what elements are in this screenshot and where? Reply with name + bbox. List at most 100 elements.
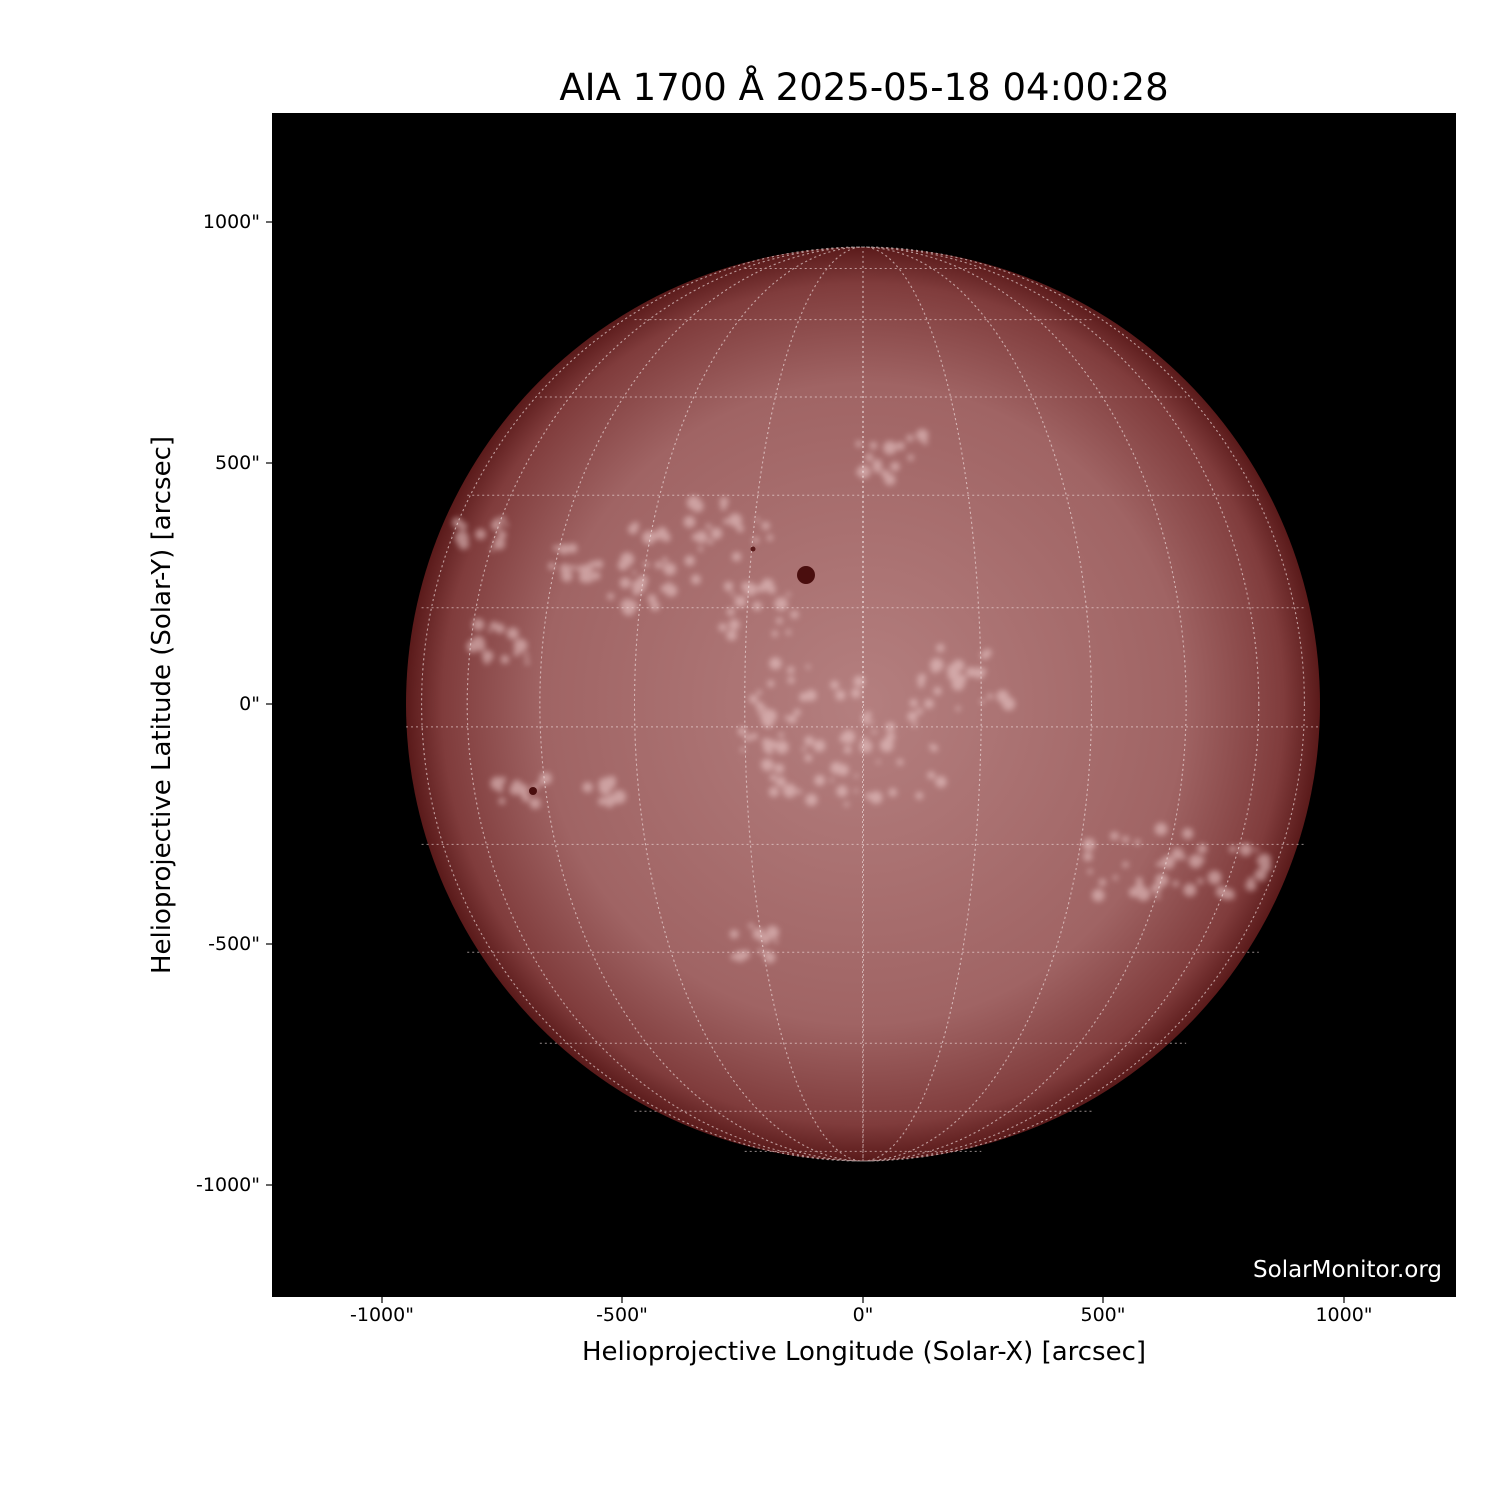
plage-blob	[607, 592, 615, 600]
plage-blob	[494, 517, 500, 523]
plage-blob	[790, 610, 799, 619]
plage-blob	[936, 643, 945, 653]
plage-blob	[1121, 835, 1130, 844]
plage-blob	[1083, 851, 1093, 862]
plage-blob	[982, 668, 987, 673]
plage-blob	[757, 948, 763, 954]
plage-blob	[740, 950, 750, 960]
plage-blob	[1112, 875, 1118, 881]
plage-blob	[872, 461, 878, 467]
plage-blob	[598, 797, 607, 806]
plage-blob	[865, 453, 874, 462]
plage-blob	[767, 739, 777, 749]
plage-blob	[540, 778, 546, 785]
heliographic-grid	[406, 246, 1320, 1162]
plage-blob	[830, 680, 839, 690]
plage-blob	[728, 619, 740, 631]
plage-blob	[752, 601, 762, 611]
plage-blob	[843, 745, 852, 754]
x-axis-label: Helioprojective Longitude (Solar-X) [arc…	[581, 1337, 1147, 1367]
plage-blob	[917, 675, 926, 684]
plage-blob	[723, 518, 729, 525]
plage-blob	[591, 571, 601, 580]
plage-blob	[1207, 870, 1222, 885]
y-tick-label: -500"	[208, 933, 260, 955]
plage-blob	[871, 729, 877, 735]
plage-blob	[755, 517, 760, 523]
plage-blob	[710, 527, 723, 540]
plage-blob	[617, 560, 629, 571]
plage-blob	[862, 717, 870, 725]
plage-blob	[500, 655, 510, 664]
plage-blob	[829, 778, 834, 783]
longitude-line	[421, 246, 1305, 1162]
plage-blob	[498, 797, 506, 805]
sunspot	[750, 546, 756, 552]
plage-blob	[1172, 880, 1179, 887]
plage-blob	[1245, 880, 1257, 891]
plage-blob	[979, 699, 985, 705]
plage-blob	[839, 734, 847, 743]
plage-blob	[813, 739, 826, 752]
watermark: SolarMonitor.org	[1253, 1257, 1442, 1283]
plage-blob	[1098, 878, 1107, 887]
plage-blob	[493, 537, 506, 550]
plage-blob	[639, 581, 647, 588]
plage-blob	[760, 934, 770, 945]
plage-blob	[767, 585, 776, 594]
y-tick-label: 1000"	[202, 211, 260, 233]
plage-blob	[1155, 894, 1161, 900]
plage-blob	[698, 546, 704, 552]
y-tick-label: 500"	[214, 452, 260, 474]
plage-blob	[558, 543, 570, 555]
plage-blob	[973, 667, 985, 679]
plage-blob	[775, 740, 789, 754]
plage-blob	[857, 465, 871, 479]
plage-blob	[506, 627, 519, 640]
plage-blob	[776, 617, 783, 625]
y-axis-label: Helioprojective Latitude (Solar-Y) [arcs…	[147, 435, 177, 975]
plage-blob	[690, 574, 701, 585]
plage-blob	[490, 547, 495, 552]
plage-regions	[452, 428, 1272, 964]
plage-blob	[1182, 827, 1194, 840]
plage-blob	[906, 434, 914, 442]
plage-blob	[632, 570, 637, 575]
plage-blob	[987, 693, 994, 700]
plage-blob	[787, 714, 797, 724]
x-tick-label: 500"	[1080, 1304, 1126, 1326]
plage-blob	[1135, 876, 1143, 884]
x-tick-label: -1000"	[350, 1304, 414, 1326]
plage-blob	[516, 783, 529, 796]
plage-blob	[668, 589, 675, 595]
x-tick-label: -500"	[596, 1304, 648, 1326]
plage-blob	[569, 564, 575, 571]
plage-blob	[705, 523, 712, 530]
plage-blob	[933, 686, 942, 696]
plage-blob	[1155, 873, 1169, 887]
plage-blob	[730, 592, 735, 597]
plage-blob	[1199, 856, 1205, 863]
plage-blob	[996, 690, 1009, 703]
plage-blob	[740, 747, 746, 753]
plage-blob	[561, 570, 573, 582]
plage-blob	[797, 789, 803, 795]
plage-blob	[787, 676, 795, 684]
plage-blob	[741, 581, 752, 592]
plage-blob	[736, 524, 744, 533]
plage-blob	[684, 555, 695, 566]
plage-blob	[632, 587, 641, 596]
plage-blob	[786, 592, 791, 597]
plage-blob	[762, 950, 769, 956]
sunspot	[797, 566, 815, 584]
plage-blob	[726, 607, 735, 616]
plage-blob	[774, 763, 785, 774]
plage-blob	[744, 734, 752, 742]
plage-blob	[471, 635, 485, 649]
plage-blob	[604, 794, 617, 807]
plage-blob	[1156, 861, 1163, 868]
plage-blob	[850, 688, 861, 699]
plage-blob	[869, 720, 874, 725]
plage-blob	[952, 659, 965, 672]
plage-blob	[859, 740, 873, 753]
